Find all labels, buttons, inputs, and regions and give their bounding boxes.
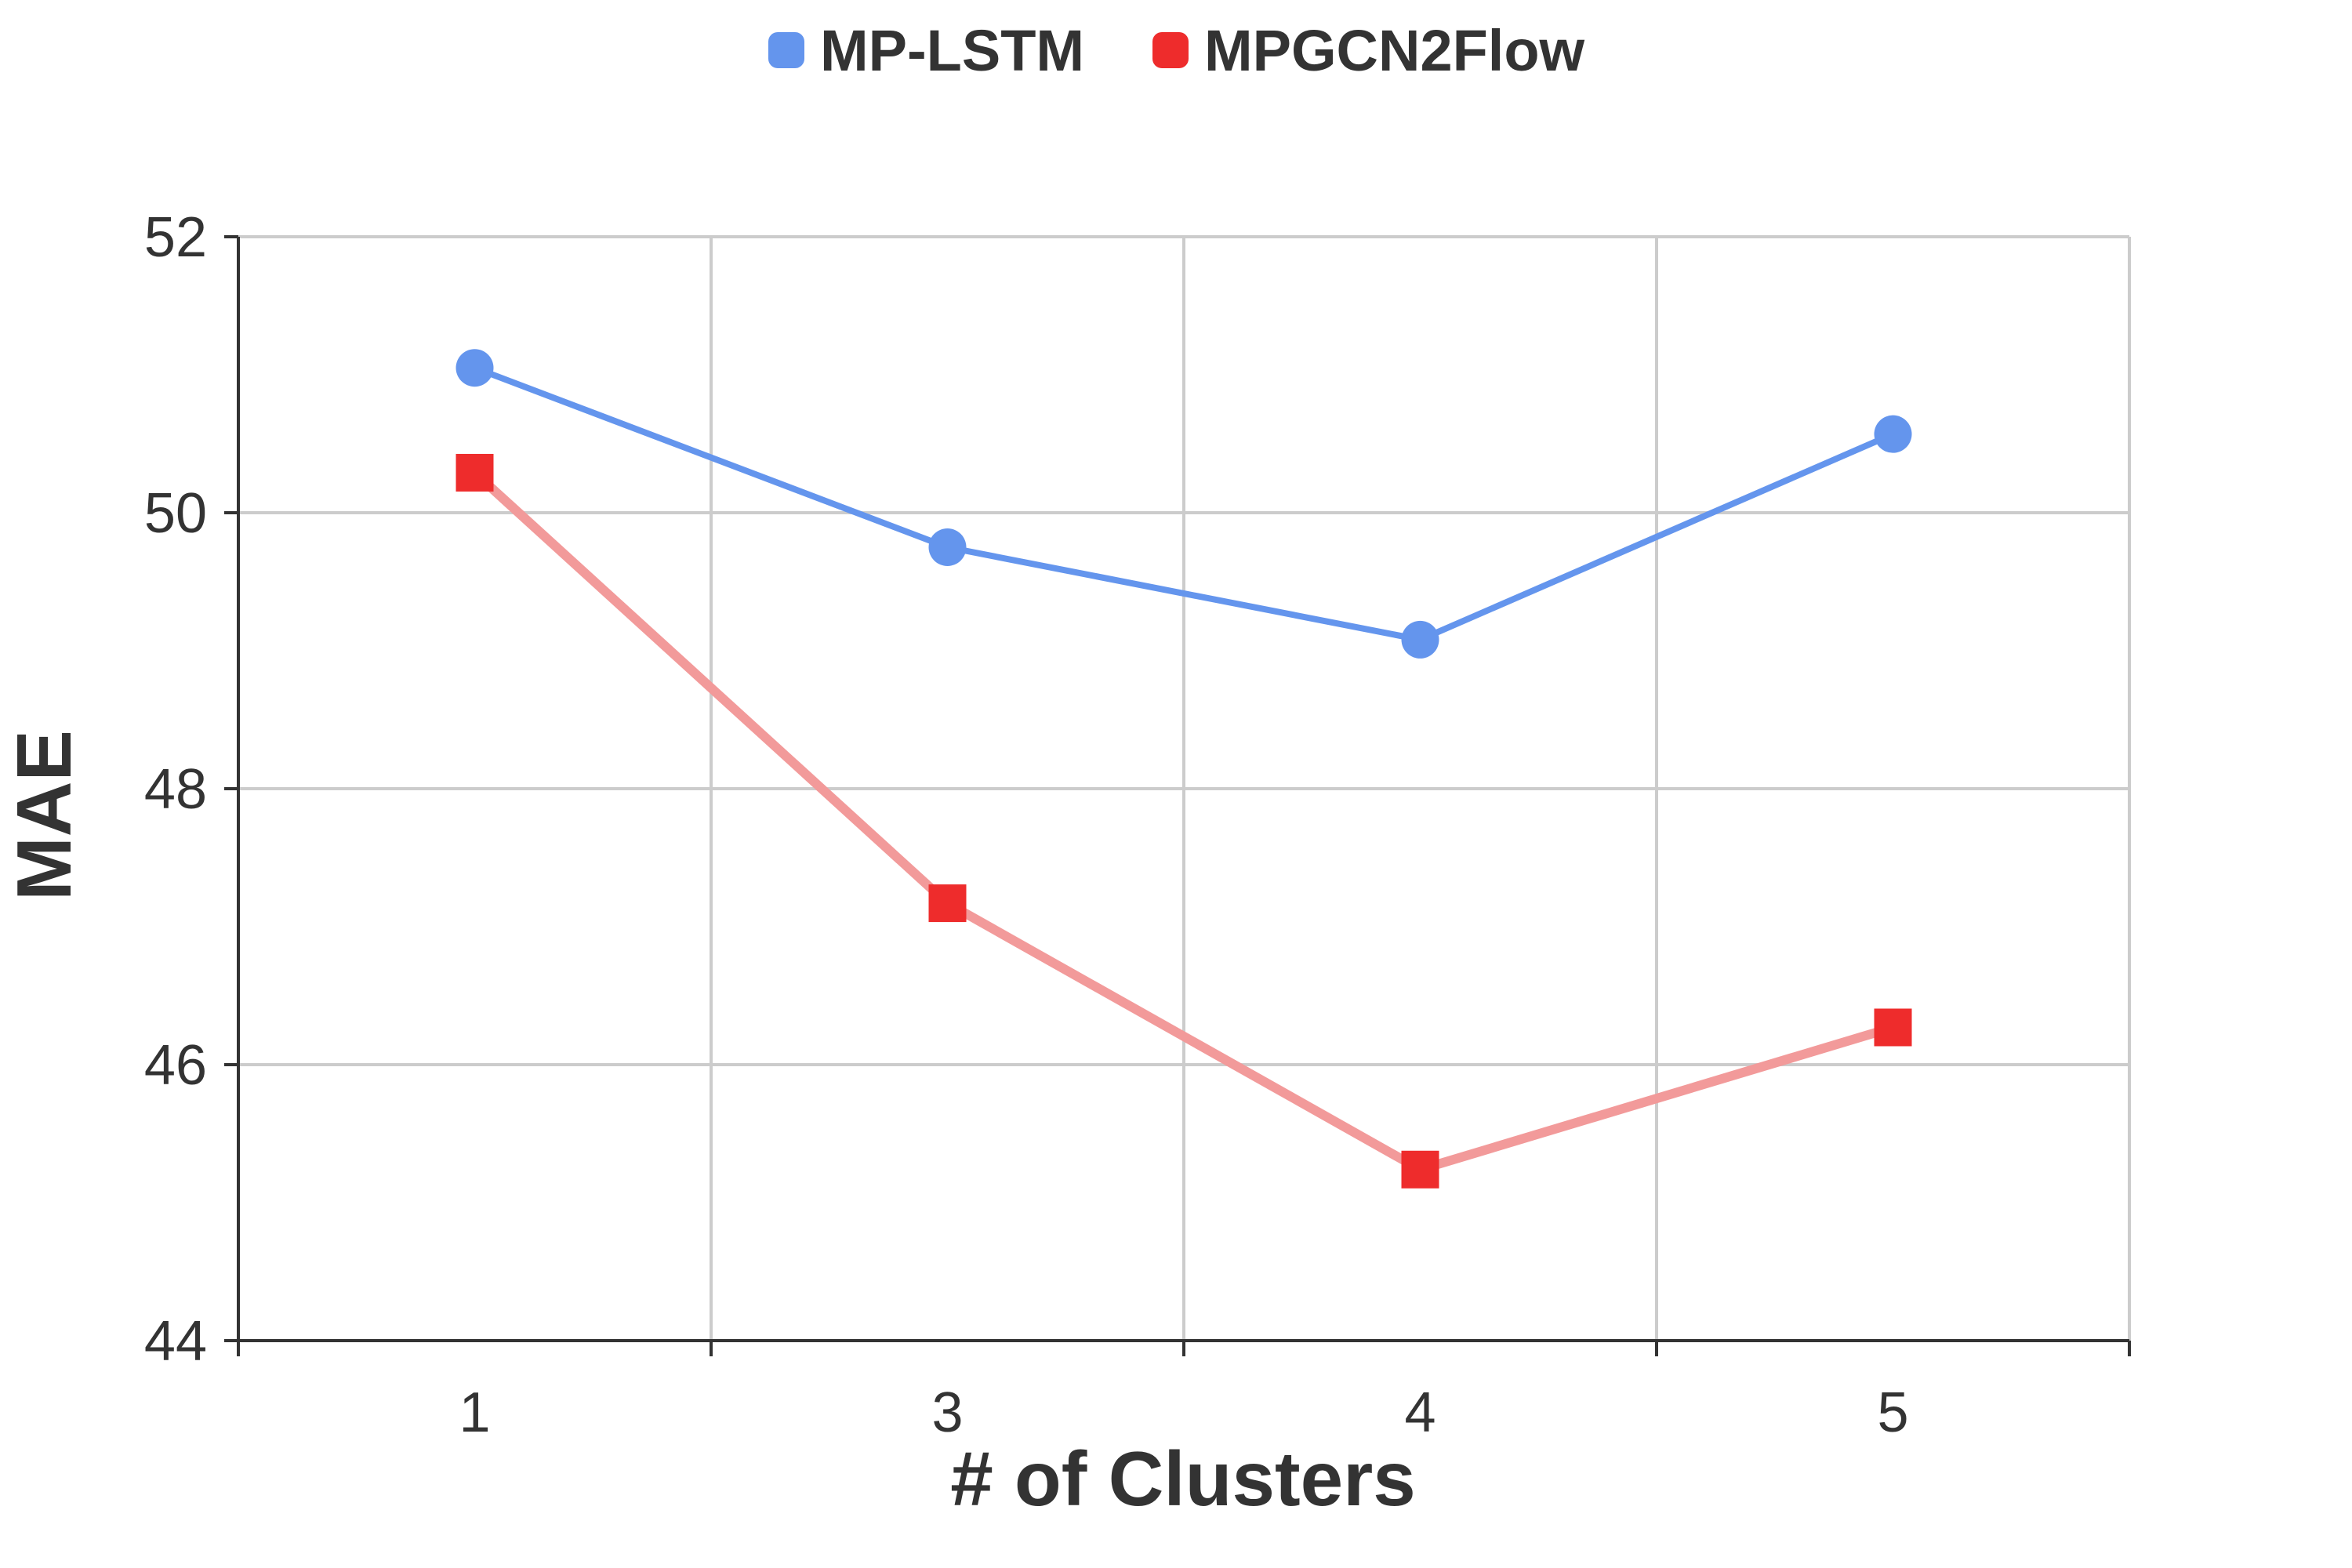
- x-tick-label: 4: [1404, 1381, 1436, 1444]
- legend-item-mp-lstm[interactable]: MP-LSTM: [768, 18, 1084, 83]
- legend-label-mp-lstm: MP-LSTM: [820, 18, 1084, 83]
- data-point-mpgcn2flow[interactable]: [928, 884, 967, 923]
- y-tick-label: 48: [144, 758, 207, 821]
- y-tick-label: 52: [144, 206, 207, 269]
- data-point-mpgcn2flow[interactable]: [1874, 1008, 1912, 1047]
- x-axis-title: # of Clusters: [950, 1436, 1416, 1522]
- y-axis-title: MAE: [1, 730, 87, 901]
- legend-item-mpgcn2flow[interactable]: MPGCN2Flow: [1152, 18, 1585, 83]
- axes: 44 46 48 50 52 1 3 4 5: [144, 206, 2131, 1444]
- data-point-mp-lstm[interactable]: [1401, 620, 1439, 659]
- legend-swatch-mp-lstm: [768, 32, 804, 68]
- legend-label-mpgcn2flow: MPGCN2Flow: [1204, 18, 1585, 83]
- data-point-mpgcn2flow[interactable]: [1401, 1150, 1439, 1189]
- grid: [238, 235, 2131, 1341]
- series: [456, 349, 1912, 1189]
- y-tick-label: 50: [144, 482, 207, 545]
- legend[interactable]: MP-LSTM MPGCN2Flow: [768, 18, 1585, 83]
- data-point-mp-lstm[interactable]: [1874, 415, 1912, 453]
- x-tick-label: 1: [459, 1381, 490, 1444]
- series-line-mpgcn2flow: [470, 467, 1898, 1174]
- y-tick-label: 44: [144, 1310, 207, 1373]
- x-tick-label: 5: [1877, 1381, 1908, 1444]
- y-tick-label: 46: [144, 1034, 207, 1097]
- legend-swatch-mpgcn2flow: [1152, 32, 1189, 68]
- data-point-mpgcn2flow[interactable]: [456, 453, 494, 492]
- x-tick-label: 3: [931, 1381, 963, 1444]
- data-point-mp-lstm[interactable]: [928, 528, 967, 566]
- data-point-mp-lstm[interactable]: [456, 349, 494, 387]
- series-line-mp-lstm: [471, 365, 1896, 643]
